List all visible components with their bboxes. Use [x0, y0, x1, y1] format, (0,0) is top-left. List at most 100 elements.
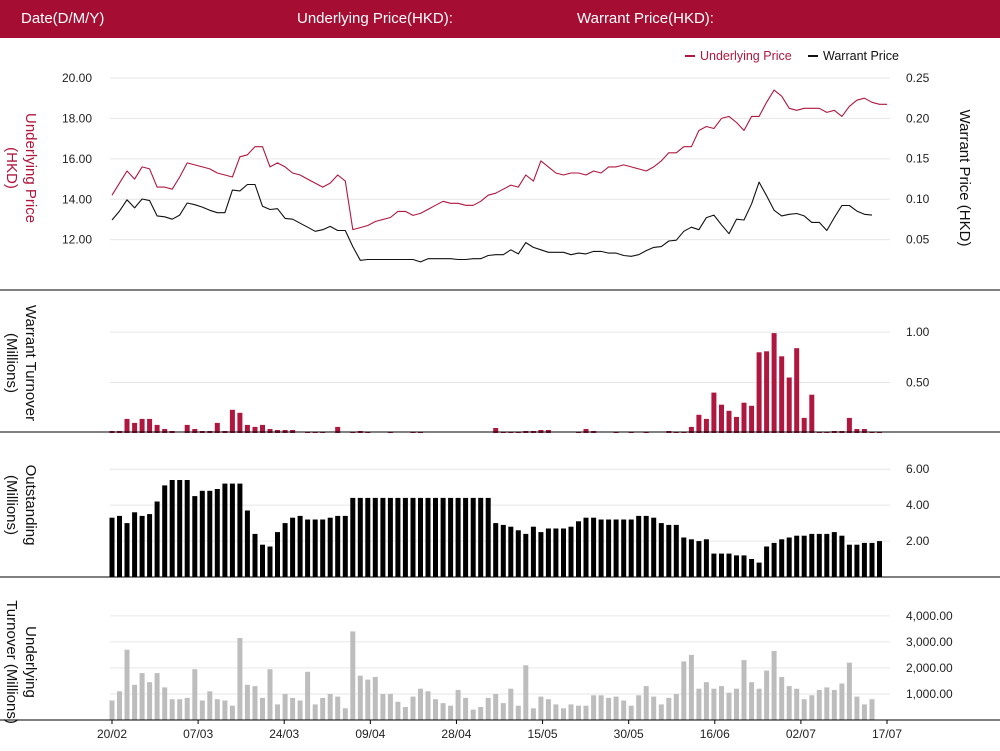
underlying-turnover-tick-label: 1,000.00	[906, 687, 953, 701]
left-tick-label: 16.00	[62, 152, 92, 166]
outstanding-bar	[515, 530, 521, 577]
outstanding-bar	[824, 533, 830, 577]
underlying-turnover-axis-title: Underlying	[22, 626, 39, 698]
underlying-turnover-tick-label: 4,000.00	[906, 609, 953, 623]
underlying-turnover-bar	[132, 684, 138, 720]
underlying-turnover-bar	[523, 665, 529, 720]
outstanding-bar	[297, 515, 303, 577]
outstanding-bar	[523, 533, 529, 577]
outstanding-bar	[666, 524, 672, 577]
left-axis-title: Underlying Price	[22, 113, 39, 223]
underlying-turnover-bar	[199, 700, 205, 720]
x-tick-label: 16/06	[700, 727, 730, 741]
right-tick-label: 0.05	[906, 232, 930, 246]
outstanding-bar	[703, 539, 709, 577]
right-axis-title: Warrant Price (HKD)	[956, 110, 973, 247]
underlying-turnover-bar	[545, 699, 551, 720]
underlying-turnover-bar	[651, 696, 657, 720]
outstanding-bar	[147, 514, 153, 577]
warrant-turnover-bar	[741, 402, 747, 433]
outstanding-bar	[711, 553, 717, 577]
outstanding-bar	[162, 485, 168, 577]
underlying-turnover-bar	[606, 697, 612, 720]
warrant-turnover-bar	[192, 429, 198, 433]
outstanding-bar	[598, 519, 604, 577]
outstanding-bar	[455, 497, 461, 577]
underlying-turnover-bar	[207, 691, 213, 720]
outstanding-bar	[869, 542, 875, 577]
underlying-turnover-bar	[410, 696, 416, 720]
underlying-turnover-bar	[688, 654, 694, 720]
underlying-turnover-bar	[305, 671, 311, 720]
underlying-turnover-bar	[508, 688, 514, 720]
outstanding-bar	[290, 517, 296, 577]
right-tick-label: 0.10	[906, 192, 930, 206]
outstanding-bar	[342, 515, 348, 577]
outstanding-bar	[433, 497, 438, 577]
outstanding-bar	[199, 490, 205, 578]
underlying-turnover-bar	[824, 687, 830, 720]
right-tick-label: 0.25	[906, 71, 930, 85]
underlying-turnover-bar	[162, 687, 168, 720]
warrant-turnover-bar	[147, 418, 153, 433]
underlying-turnover-bar	[169, 699, 175, 720]
outstanding-tick-label: 2.00	[906, 534, 930, 548]
warrant-price-line	[111, 181, 873, 263]
info-header-bar: Date(D/M/Y) Underlying Price(HKD): Warra…	[0, 0, 1000, 38]
outstanding-bar	[260, 544, 265, 577]
outstanding-bar	[275, 532, 280, 577]
outstanding-bar	[470, 497, 476, 577]
warrant-turnover-bar	[779, 356, 785, 433]
outstanding-bar	[591, 517, 597, 577]
underlying-turnover-bar	[139, 673, 145, 720]
outstanding-bar	[214, 489, 220, 577]
outstanding-bar	[696, 541, 702, 577]
warrant-turnover-bar	[854, 429, 860, 433]
outstanding-bar	[312, 519, 318, 577]
outstanding-bar	[719, 553, 724, 577]
underlying-turnover-bar	[342, 708, 348, 720]
warrant-turnover-bar	[184, 424, 190, 433]
underlying-turnover-bar	[327, 694, 333, 720]
outstanding-bar	[267, 546, 273, 577]
outstanding-bar	[756, 562, 762, 577]
underlying-turnover-bar	[771, 651, 777, 720]
warrant-turnover-bar	[335, 426, 341, 433]
outstanding-bar	[184, 480, 190, 577]
underlying-turnover-bar	[568, 704, 574, 720]
underlying-turnover-bar	[530, 708, 536, 720]
warrant-chart: 12.00 14.00 16.00 18.00 20.00 0.05 0.10 0.15 0.2…	[0, 49, 1000, 741]
outstanding-bar	[154, 501, 160, 577]
underlying-turnover-bar	[493, 694, 499, 720]
warrant-turnover-bar	[756, 352, 762, 433]
outstanding-bar	[538, 532, 544, 577]
warrant-turnover-bar	[493, 428, 499, 433]
outstanding-bar	[839, 535, 845, 577]
outstanding-axis-title: Outstanding	[22, 465, 39, 546]
text-layer: 12.00 14.00 16.00 18.00 20.00 0.05 0.10 0.15 0.2…	[3, 49, 973, 741]
legend-underlying-label: Underlying Price	[700, 49, 792, 63]
underlying-turnover-bar	[794, 688, 800, 720]
warrant-turnover-bar	[132, 422, 138, 433]
left-tick-label: 18.00	[62, 111, 92, 125]
outstanding-bar	[109, 517, 115, 577]
warrant-turnover-bar	[786, 377, 792, 433]
outstanding-bar	[651, 517, 657, 577]
outstanding-bar	[561, 528, 566, 577]
outstanding-bar	[779, 539, 785, 577]
underlying-turnover-bar	[425, 691, 431, 720]
axes-layer	[0, 289, 1000, 724]
underlying-turnover-bar	[831, 690, 837, 720]
underlying-turnover-bar	[357, 675, 363, 720]
warrant-turnover-bar	[583, 429, 589, 433]
outstanding-bar	[387, 497, 393, 577]
underlying-turnover-bar	[335, 696, 341, 720]
underlying-turnover-bar	[267, 669, 273, 720]
underlying-turnover-bar	[561, 708, 566, 720]
outstanding-bar	[583, 517, 589, 577]
underlying-turnover-bar	[538, 696, 544, 720]
underlying-turnover-bar	[192, 669, 198, 720]
underlying-turnover-bar	[320, 697, 326, 720]
outstanding-bar	[425, 497, 431, 577]
underlying-turnover-bar	[703, 682, 709, 720]
